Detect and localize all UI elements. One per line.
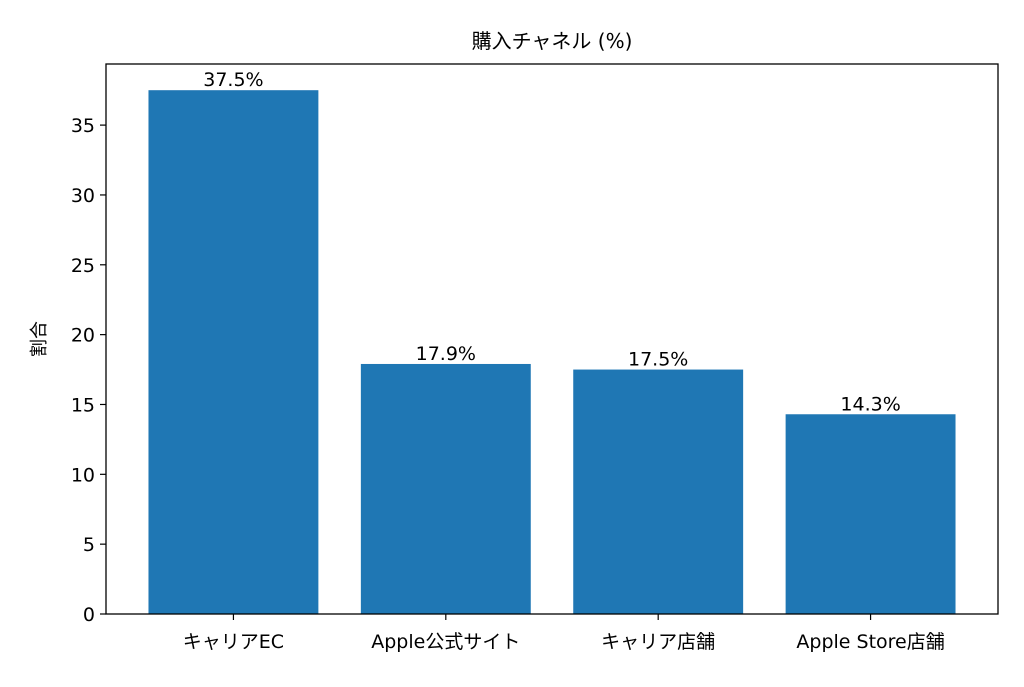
y-tick-label: 30 bbox=[71, 185, 95, 207]
data-label: 37.5% bbox=[203, 69, 263, 91]
y-axis-label: 割合 bbox=[29, 321, 50, 357]
data-label: 17.9% bbox=[416, 343, 476, 365]
plot-frame bbox=[105, 63, 999, 615]
x-tick-label: キャリア店舗 bbox=[601, 631, 715, 653]
y-tick-label: 0 bbox=[83, 604, 95, 626]
x-tick-label: Apple公式サイト bbox=[371, 631, 520, 653]
bar bbox=[785, 414, 956, 614]
bar bbox=[573, 369, 744, 614]
chart-title: 購入チャネル (%) bbox=[472, 29, 633, 53]
y-tick-label: 35 bbox=[71, 115, 95, 137]
y-tick-label: 20 bbox=[71, 325, 95, 347]
bar bbox=[360, 363, 531, 614]
y-tick-label: 10 bbox=[71, 464, 95, 486]
x-tick-label: キャリアEC bbox=[183, 631, 284, 653]
y-tick-label: 25 bbox=[71, 255, 95, 277]
y-tick-label: 15 bbox=[71, 394, 95, 416]
data-label: 14.3% bbox=[840, 393, 900, 415]
bar bbox=[148, 90, 319, 614]
y-tick-label: 5 bbox=[83, 534, 95, 556]
x-tick-label: Apple Store店舗 bbox=[796, 631, 944, 653]
data-label: 17.5% bbox=[628, 349, 688, 371]
